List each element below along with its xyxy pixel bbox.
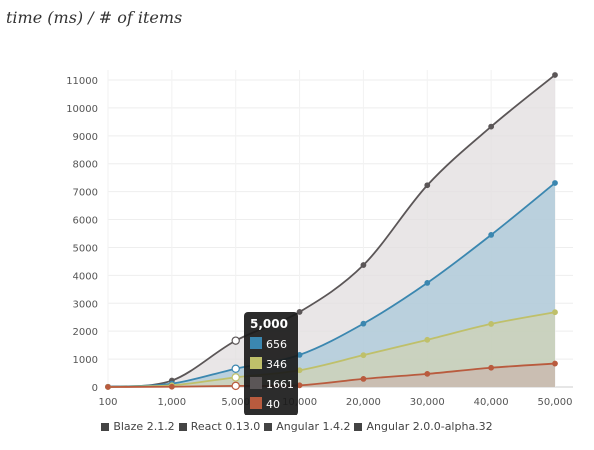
data-point[interactable]: [489, 321, 494, 326]
tooltip-swatch-icon: [250, 357, 262, 369]
legend-label: React 0.13.0: [191, 420, 261, 433]
tooltip-value: 1661: [266, 378, 294, 391]
data-point[interactable]: [232, 382, 239, 389]
data-point[interactable]: [489, 124, 494, 129]
legend-swatch-icon: [264, 423, 272, 431]
tooltip-swatch-icon: [250, 337, 262, 349]
data-point[interactable]: [489, 365, 494, 370]
data-point[interactable]: [297, 309, 302, 314]
data-point[interactable]: [361, 376, 366, 381]
data-point[interactable]: [425, 371, 430, 376]
data-point[interactable]: [552, 361, 557, 366]
tooltip-swatch-icon: [250, 397, 262, 409]
y-tick-label: 5000: [73, 243, 98, 254]
data-point[interactable]: [232, 374, 239, 381]
data-point[interactable]: [232, 365, 239, 372]
legend-label: Angular 2.0.0-alpha.32: [366, 420, 492, 433]
legend-label: Angular 1.4.2: [276, 420, 350, 433]
x-tick-label: 40,000: [474, 397, 509, 408]
x-tick-label: 50,000: [538, 397, 573, 408]
legend-item[interactable]: React 0.13.0: [179, 420, 261, 433]
legend-swatch-icon: [101, 423, 109, 431]
tooltip: 5,000 656 346 1661 40: [244, 312, 298, 415]
y-tick-label: 6000: [73, 216, 98, 227]
legend-item[interactable]: Angular 2.0.0-alpha.32: [354, 420, 492, 433]
data-point[interactable]: [552, 180, 557, 185]
data-point[interactable]: [105, 384, 110, 389]
y-tick-label: 9000: [73, 132, 98, 143]
data-point[interactable]: [552, 310, 557, 315]
tooltip-value: 346: [266, 358, 287, 371]
x-tick-label: 1,000: [158, 397, 187, 408]
tooltip-value: 40: [266, 398, 280, 411]
y-tick-label: 4000: [73, 271, 98, 282]
data-point[interactable]: [361, 321, 366, 326]
data-point[interactable]: [361, 353, 366, 358]
data-point[interactable]: [489, 232, 494, 237]
data-point[interactable]: [232, 337, 239, 344]
tooltip-header: 5,000: [250, 317, 288, 331]
tooltip-value: 656: [266, 338, 287, 351]
legend-item[interactable]: Blaze 2.1.2: [101, 420, 174, 433]
legend-swatch-icon: [354, 423, 362, 431]
data-point[interactable]: [425, 280, 430, 285]
area-chart: 0 1000 2000 3000 4000 5000 6000 7000 8000 9000 100…: [0, 0, 594, 415]
x-tick-label: 20,000: [346, 397, 381, 408]
y-tick-label: 1000: [73, 355, 98, 366]
data-point[interactable]: [169, 384, 174, 389]
y-tick-label: 7000: [73, 188, 98, 199]
y-tick-label: 8000: [73, 160, 98, 171]
tooltip-swatch-icon: [250, 377, 262, 389]
y-axis: 0 1000 2000 3000 4000 5000 6000 7000 8000 9000 100…: [66, 76, 98, 394]
legend-swatch-icon: [179, 423, 187, 431]
x-tick-label: 30,000: [410, 397, 445, 408]
y-tick-label: 10000: [66, 104, 98, 115]
y-tick-label: 2000: [73, 327, 98, 338]
y-tick-label: 3000: [73, 299, 98, 310]
data-point[interactable]: [361, 262, 366, 267]
legend-item[interactable]: Angular 1.4.2: [264, 420, 350, 433]
data-point[interactable]: [425, 337, 430, 342]
legend-label: Blaze 2.1.2: [113, 420, 174, 433]
y-tick-label: 11000: [66, 76, 98, 87]
x-tick-label: 100: [98, 397, 117, 408]
x-axis: 100 1,000 5,000 10,000 20,000 30,000 40,000 50,…: [98, 397, 572, 408]
data-point[interactable]: [552, 72, 557, 77]
chart-legend: Blaze 2.1.2 React 0.13.0 Angular 1.4.2 A…: [0, 420, 594, 433]
y-tick-label: 0: [92, 383, 98, 394]
data-point[interactable]: [425, 183, 430, 188]
